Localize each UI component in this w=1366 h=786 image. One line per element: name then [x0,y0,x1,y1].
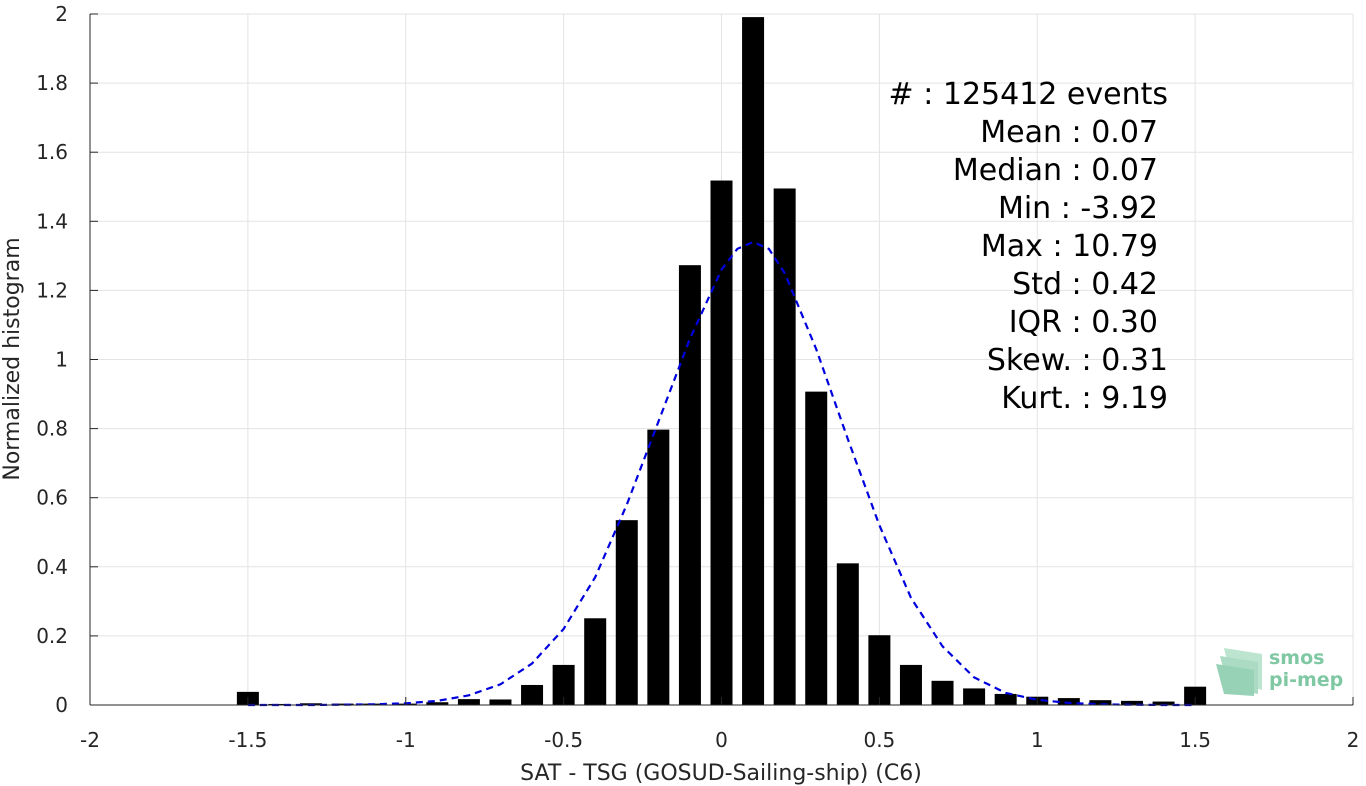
histogram-bar-27 [1089,700,1112,705]
histogram-bar-15 [710,180,733,705]
stat-line-8: Kurt. : 9.19 [1001,381,1168,416]
axes [89,13,1354,706]
logo-line2: pi-mep [1269,669,1343,691]
histogram-bar-20 [868,635,891,705]
y-axis-title: Normalized histogram [0,237,25,480]
histogram-bar-12 [615,520,638,705]
histogram-bar-21 [899,664,922,705]
x-tick-label-3: -0.5 [544,728,583,752]
x-tick-label-6: 1 [1031,728,1044,752]
stat-line-1: Mean : 0.07 [980,115,1158,150]
x-tick-label-2: -1 [396,728,416,752]
histogram-bar-26 [1057,698,1080,705]
y-tick-label-7: 1.4 [36,209,68,233]
x-tick-label-8: 2 [1347,728,1360,752]
gaussian-fit-curve [247,240,1196,707]
histogram-bar-29 [1152,701,1175,705]
x-tick-label-4: 0 [715,728,728,752]
y-tick-label-1: 0.2 [36,624,68,648]
x-tick-label-5: 0.5 [863,728,895,752]
histogram-bar-14 [678,265,701,705]
x-tick-label-7: 1.5 [1179,728,1211,752]
stat-line-3: Min : -3.92 [998,191,1158,226]
y-tick-label-3: 0.6 [36,486,68,510]
histogram-bar-6 [426,702,449,705]
histogram-bar-30 [1184,686,1207,705]
y-tick-label-8: 1.6 [36,140,68,164]
histogram-bar-16 [742,17,765,706]
stat-line-0: # : 125412 events [889,77,1168,112]
x-tick-label-1: -1.5 [228,728,267,752]
y-tick-label-4: 0.8 [36,417,68,441]
stat-line-7: Skew. : 0.31 [987,343,1168,378]
histogram-bar-22 [931,680,954,705]
stat-line-4: Max : 10.79 [981,229,1158,264]
histogram-bar-3 [331,703,354,705]
histogram-bar-7 [457,699,480,705]
histogram-bar-17 [773,188,796,706]
y-tick-label-2: 0.4 [36,555,68,579]
y-tick-label-9: 1.8 [36,71,68,95]
histogram-bar-8 [489,699,512,705]
y-tick-label-6: 1.2 [36,278,68,302]
x-tick-labels: -2 -1.5 -1 -0.5 0 0.5 1 1.5 2 [80,728,1359,752]
histogram-bar-24 [994,693,1017,705]
y-tick-label-10: 2 [55,2,68,26]
histogram-bar-13 [647,429,670,705]
x-axis-title: SAT - TSG (GOSUD-Sailing-ship) (C6) [520,761,922,786]
histogram-bar-11 [584,618,607,705]
smos-pi-mep-logo: smos pi-mep [1216,647,1343,696]
stat-line-2: Median : 0.07 [953,153,1158,188]
histogram-bar-9 [521,684,544,705]
histogram-bar-10 [552,664,575,705]
x-tick-label-0: -2 [80,728,100,752]
histogram-bar-18 [805,391,828,705]
histogram-bar-19 [836,563,859,705]
stat-line-6: IQR : 0.30 [1009,305,1158,340]
stat-line-5: Std : 0.42 [1012,267,1158,302]
histogram-bar-28 [1120,700,1143,705]
histogram-bar-1 [268,703,291,705]
y-tick-label-0: 0 [55,693,68,717]
y-tick-label-5: 1 [55,348,68,372]
histogram-bar-23 [963,688,986,705]
y-tick-labels: 0 0.2 0.4 0.6 0.8 1 1.2 1.4 1.6 1.8 2 [36,2,68,717]
logo-line1: smos [1269,647,1324,669]
logo-mark-icon [1216,648,1262,696]
